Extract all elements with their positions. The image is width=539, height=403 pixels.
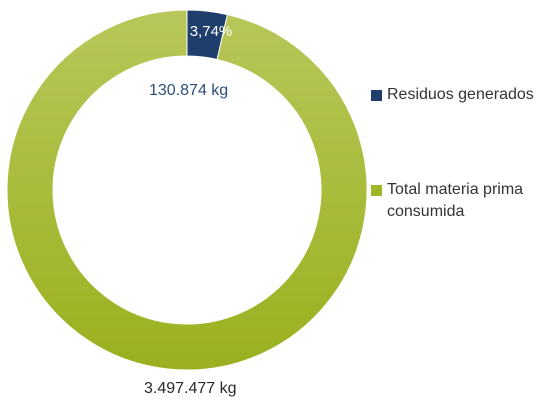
- slice-percent-label: 3,74%: [190, 23, 233, 40]
- legend: Residuos generados Total materia prima c…: [371, 84, 539, 223]
- materia-prima-value-label: 3.497.477 kg: [144, 380, 237, 397]
- legend-swatch-materia-prima: [371, 185, 382, 196]
- legend-item-materia-prima: Total materia prima consumida: [371, 179, 539, 223]
- legend-label-materia-prima: Total materia prima consumida: [387, 181, 524, 220]
- legend-label-residuos: Residuos generados: [387, 86, 534, 103]
- legend-item-residuos: Residuos generados: [371, 84, 539, 106]
- slice-materia-prima: [6, 9, 368, 371]
- legend-swatch-residuos: [371, 90, 382, 101]
- residuos-value-label: 130.874 kg: [149, 82, 229, 99]
